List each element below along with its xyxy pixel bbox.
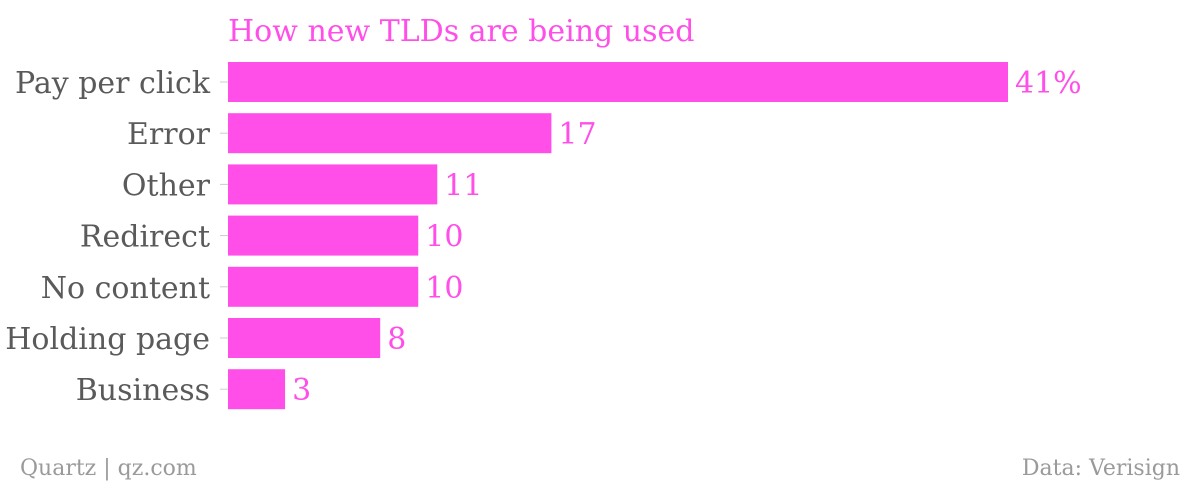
chart-title: How new TLDs are being used <box>228 14 694 49</box>
category-label: Holding page <box>5 322 210 357</box>
category-label: Other <box>122 168 211 203</box>
data-label: 11 <box>444 168 482 203</box>
bar <box>228 62 1008 102</box>
data-label: 41% <box>1015 66 1082 101</box>
data-label: 10 <box>425 220 463 255</box>
bar <box>228 318 381 358</box>
data-label: 17 <box>558 117 596 152</box>
category-label: No content <box>41 271 210 306</box>
bar <box>228 369 286 410</box>
bar <box>228 113 552 154</box>
data-label: 8 <box>387 322 406 357</box>
footer-source: Quartz | qz.com <box>20 456 197 481</box>
footer-credit: Data: Verisign <box>1021 456 1180 481</box>
bar <box>228 164 438 205</box>
bar <box>228 215 419 256</box>
data-label: 3 <box>292 373 311 408</box>
bars-layer: Pay per click 41% Error 17 Other 11 Redirect 10… <box>5 62 1082 410</box>
bar <box>228 266 419 307</box>
category-label: Business <box>76 373 210 408</box>
category-label: Pay per click <box>15 66 211 101</box>
category-label: Error <box>127 117 211 152</box>
data-label: 10 <box>425 271 463 306</box>
category-label: Redirect <box>80 220 210 255</box>
